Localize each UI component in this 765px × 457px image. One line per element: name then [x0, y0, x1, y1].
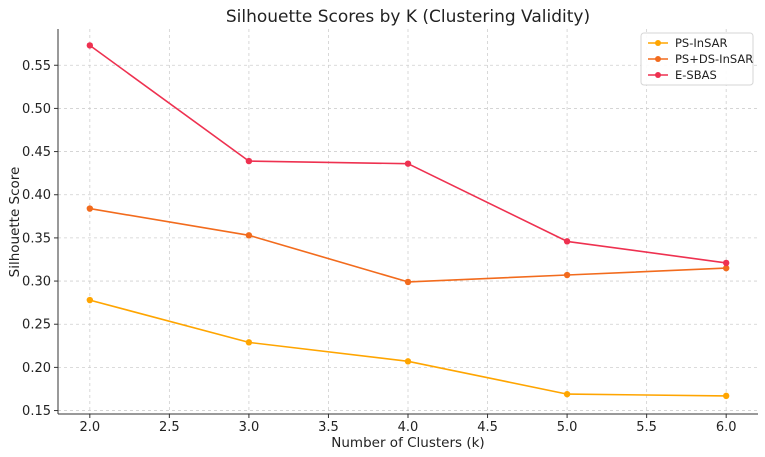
y-tick-label: 0.55 [22, 59, 51, 74]
series-group [86, 42, 730, 400]
y-tick-label: 0.25 [22, 318, 51, 333]
data-point-ps-ds-insar [563, 271, 571, 279]
legend-box [640, 32, 754, 86]
legend: PS-InSAR PS+DS-InSAR E-SBAS [640, 32, 754, 86]
data-point-ps-ds-insar [722, 264, 730, 272]
y-tick-label: 0.45 [22, 145, 51, 160]
y-tick-label: 0.50 [22, 102, 51, 117]
legend-marker-ps-ds-insar [655, 56, 661, 62]
data-point-ps-insar [404, 358, 412, 365]
legend-marker-e-sbas [655, 72, 661, 78]
grid [58, 29, 758, 414]
x-tick-label: 2.5 [159, 420, 180, 435]
data-point-ps-insar [245, 339, 253, 346]
y-tick-label: 0.20 [22, 361, 51, 376]
legend-label-ps-insar: PS-InSAR [675, 36, 727, 50]
data-point-e-sbas [404, 160, 412, 167]
y-tick-label: 0.15 [22, 404, 51, 419]
data-point-ps-ds-insar [404, 278, 412, 286]
data-point-ps-insar [563, 390, 571, 398]
chart-title: Silhouette Scores by K (Clustering Valid… [226, 7, 590, 27]
data-point-ps-insar [722, 392, 730, 400]
legend-label-ps-ds-insar: PS+DS-InSAR [675, 52, 753, 66]
x-tick-label: 4.5 [477, 420, 498, 435]
data-point-ps-insar [86, 296, 94, 304]
y-ticks: 0.15 0.20 0.25 0.30 0.35 0.40 0.45 0.50 0.55 [22, 59, 58, 419]
data-point-e-sbas [722, 259, 730, 267]
x-axis-label: Number of Clusters (k) [331, 435, 484, 451]
data-point-e-sbas [86, 42, 94, 49]
x-tick-label: 4.0 [398, 420, 419, 435]
data-point-e-sbas [245, 157, 253, 165]
legend-label-e-sbas: E-SBAS [675, 68, 717, 82]
y-tick-label: 0.40 [22, 188, 51, 203]
legend-marker-ps-insar [655, 40, 661, 46]
x-ticks: 2.0 2.5 3.0 3.5 4.0 4.5 5.0 5.5 6.0 [79, 414, 737, 435]
y-tick-label: 0.35 [22, 231, 51, 246]
y-tick-label: 0.30 [22, 275, 51, 290]
x-tick-label: 5.5 [636, 420, 657, 435]
data-point-ps-ds-insar [245, 232, 253, 239]
x-tick-label: 2.0 [79, 420, 100, 435]
x-tick-label: 6.0 [716, 420, 737, 435]
x-tick-label: 5.0 [557, 420, 578, 435]
y-axis-label: Silhouette Score [7, 167, 23, 278]
x-tick-label: 3.0 [239, 420, 260, 435]
x-tick-label: 3.5 [318, 420, 339, 435]
data-point-e-sbas [563, 238, 571, 245]
data-point-ps-ds-insar [86, 205, 94, 212]
